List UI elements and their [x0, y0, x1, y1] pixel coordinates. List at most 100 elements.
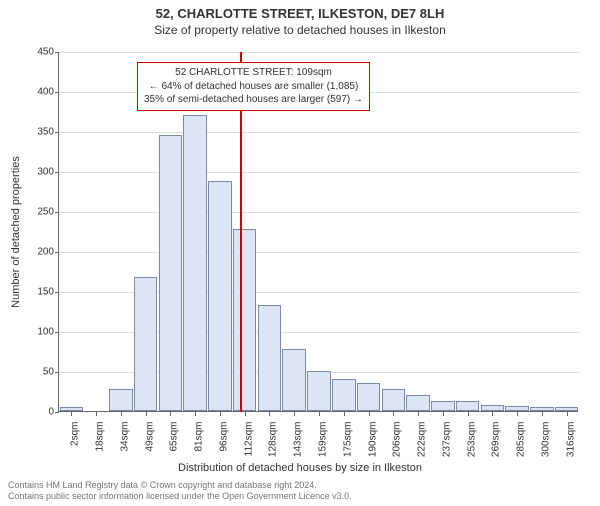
- ytick-mark: [55, 52, 59, 53]
- xtick-mark: [269, 412, 270, 416]
- xtick-label: 206sqm: [392, 422, 403, 458]
- histogram-bar: [431, 401, 455, 411]
- ytick-mark: [55, 412, 59, 413]
- ytick-mark: [55, 172, 59, 173]
- ytick-mark: [55, 212, 59, 213]
- plot-surface: 0501001502002503003504004502sqm18sqm34sq…: [58, 52, 578, 412]
- xtick-label: 237sqm: [441, 422, 452, 458]
- histogram-bar: [282, 349, 306, 411]
- histogram-bar: [481, 405, 505, 411]
- annotation-box: 52 CHARLOTTE STREET: 109sqm← 64% of deta…: [137, 62, 370, 111]
- x-axis-label: Distribution of detached houses by size …: [0, 462, 600, 474]
- histogram-bar: [60, 407, 84, 411]
- histogram-bar: [208, 181, 232, 411]
- ytick-label: 300: [37, 167, 54, 178]
- xtick-label: 190sqm: [367, 422, 378, 458]
- ytick-mark: [55, 92, 59, 93]
- xtick-label: 269sqm: [491, 422, 502, 458]
- histogram-bar: [307, 371, 331, 411]
- chart-main-title: 52, CHARLOTTE STREET, ILKESTON, DE7 8LH: [0, 6, 600, 21]
- histogram-bar: [456, 401, 480, 411]
- xtick-label: 285sqm: [516, 422, 527, 458]
- gridline: [59, 52, 579, 53]
- xtick-mark: [245, 412, 246, 416]
- ytick-mark: [55, 252, 59, 253]
- xtick-label: 2sqm: [70, 422, 81, 446]
- xtick-label: 159sqm: [318, 422, 329, 458]
- histogram-bar: [406, 395, 430, 411]
- footer-line-2: Contains public sector information licen…: [8, 491, 352, 502]
- gridline: [59, 252, 579, 253]
- xtick-label: 65sqm: [169, 422, 180, 452]
- histogram-bar: [159, 135, 183, 411]
- chart-subtitle: Size of property relative to detached ho…: [0, 23, 600, 37]
- xtick-mark: [96, 412, 97, 416]
- xtick-mark: [443, 412, 444, 416]
- xtick-label: 34sqm: [119, 422, 130, 452]
- footer-attribution: Contains HM Land Registry data © Crown c…: [8, 480, 352, 503]
- ytick-mark: [55, 372, 59, 373]
- xtick-mark: [492, 412, 493, 416]
- histogram-bar: [505, 406, 529, 411]
- xtick-mark: [170, 412, 171, 416]
- xtick-label: 128sqm: [268, 422, 279, 458]
- xtick-mark: [319, 412, 320, 416]
- xtick-mark: [294, 412, 295, 416]
- xtick-label: 96sqm: [218, 422, 229, 452]
- histogram-bar: [382, 389, 406, 411]
- chart-plot-area: 0501001502002503003504004502sqm18sqm34sq…: [58, 52, 578, 412]
- histogram-bar: [332, 379, 356, 411]
- xtick-label: 112sqm: [243, 422, 254, 457]
- ytick-label: 200: [37, 247, 54, 258]
- ytick-label: 350: [37, 127, 54, 138]
- ytick-mark: [55, 132, 59, 133]
- xtick-mark: [220, 412, 221, 416]
- xtick-mark: [418, 412, 419, 416]
- histogram-bar: [357, 383, 381, 411]
- xtick-label: 316sqm: [565, 422, 576, 458]
- ytick-label: 450: [37, 47, 54, 58]
- histogram-bar: [530, 407, 554, 411]
- ytick-label: 0: [48, 407, 54, 418]
- xtick-mark: [71, 412, 72, 416]
- footer-line-1: Contains HM Land Registry data © Crown c…: [8, 480, 352, 491]
- ytick-label: 50: [43, 367, 54, 378]
- xtick-mark: [344, 412, 345, 416]
- ytick-label: 400: [37, 87, 54, 98]
- ytick-mark: [55, 332, 59, 333]
- ytick-mark: [55, 292, 59, 293]
- ytick-label: 150: [37, 287, 54, 298]
- xtick-mark: [146, 412, 147, 416]
- ytick-label: 250: [37, 207, 54, 218]
- xtick-mark: [468, 412, 469, 416]
- xtick-mark: [517, 412, 518, 416]
- xtick-label: 18sqm: [95, 422, 106, 452]
- xtick-label: 300sqm: [540, 422, 551, 458]
- xtick-mark: [567, 412, 568, 416]
- xtick-label: 175sqm: [342, 422, 353, 458]
- annotation-line: ← 64% of detached houses are smaller (1,…: [144, 80, 363, 94]
- xtick-label: 81sqm: [194, 422, 205, 452]
- histogram-bar: [183, 115, 207, 411]
- xtick-label: 49sqm: [144, 422, 155, 452]
- gridline: [59, 132, 579, 133]
- xtick-label: 253sqm: [466, 422, 477, 458]
- histogram-bar: [109, 389, 133, 411]
- ytick-label: 100: [37, 327, 54, 338]
- xtick-label: 222sqm: [417, 422, 428, 458]
- histogram-bar: [233, 229, 257, 411]
- gridline: [59, 212, 579, 213]
- histogram-bar: [258, 305, 282, 411]
- xtick-label: 143sqm: [293, 422, 304, 458]
- annotation-line: 52 CHARLOTTE STREET: 109sqm: [144, 66, 363, 80]
- y-axis-label: Number of detached properties: [10, 156, 22, 308]
- xtick-mark: [393, 412, 394, 416]
- xtick-mark: [195, 412, 196, 416]
- xtick-mark: [369, 412, 370, 416]
- xtick-mark: [542, 412, 543, 416]
- annotation-line: 35% of semi-detached houses are larger (…: [144, 93, 363, 107]
- xtick-mark: [121, 412, 122, 416]
- gridline: [59, 172, 579, 173]
- histogram-bar: [134, 277, 158, 411]
- histogram-bar: [555, 407, 579, 411]
